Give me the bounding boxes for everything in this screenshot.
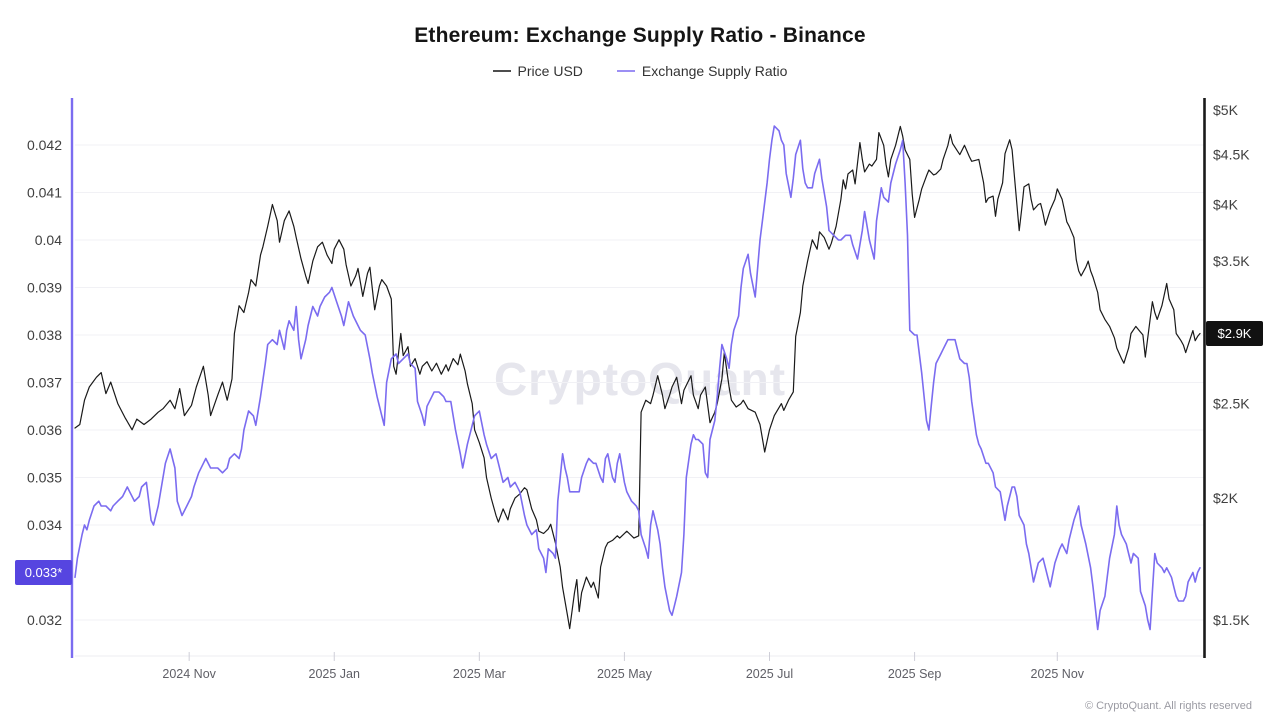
x-tick-label: 2025 May xyxy=(597,667,653,681)
chart-title: Ethereum: Exchange Supply Ratio - Binanc… xyxy=(414,24,866,47)
chart-legend: Price USD Exchange Supply Ratio xyxy=(0,63,1280,79)
right-axis-tick-label: $5K xyxy=(1213,102,1239,118)
legend-item-exchange-supply-ratio[interactable]: Exchange Supply Ratio xyxy=(616,63,788,79)
price-line-swatch-icon xyxy=(492,70,511,72)
left-axis-tick-label: 0.042 xyxy=(27,137,62,153)
right-axis-tick-label: $1.5K xyxy=(1213,612,1250,628)
right-axis-current-value-badge: $2.9K xyxy=(1206,321,1263,346)
legend-label-price-usd: Price USD xyxy=(517,63,583,79)
x-tick-label: 2024 Nov xyxy=(162,667,216,681)
right-axis-tick-label: $3.5K xyxy=(1213,253,1250,269)
cryptoquant-watermark: CryptoQuant xyxy=(493,353,787,405)
right-axis-tick-label: $2.5K xyxy=(1213,396,1250,412)
esr-line-swatch-icon xyxy=(616,70,635,72)
copyright-notice: © CryptoQuant. All rights reserved xyxy=(1084,700,1252,712)
series-line-exchange-supply-ratio[interactable] xyxy=(74,125,1201,631)
legend-label-exchange-supply-ratio: Exchange Supply Ratio xyxy=(641,63,788,79)
x-tick-label: 2025 Nov xyxy=(1031,667,1085,681)
right-axis-tick-label: $4.5K xyxy=(1213,147,1250,163)
left-axis-tick-label: 0.034 xyxy=(27,517,62,533)
x-tick-label: 2025 Jan xyxy=(309,667,360,681)
series-line-price-usd[interactable] xyxy=(74,125,1201,630)
left-axis-tick-label: 0.035 xyxy=(27,470,62,486)
left-axis-tick-label: 0.04 xyxy=(35,232,62,248)
left-axis-tick-label: 0.038 xyxy=(27,327,62,343)
legend-item-price-usd[interactable]: Price USD xyxy=(492,63,583,79)
x-tick-label: 2025 Mar xyxy=(453,667,506,681)
left-axis-tick-label: 0.039 xyxy=(27,280,62,296)
left-axis-tick-label: 0.032 xyxy=(27,612,62,628)
right-axis-tick-label: $2K xyxy=(1213,490,1239,506)
x-tick-label: 2025 Sep xyxy=(888,667,942,681)
x-tick-label: 2025 Jul xyxy=(746,667,793,681)
right-axis-tick-label: $4K xyxy=(1213,197,1239,213)
left-axis-current-value-badge: 0.033* xyxy=(15,560,72,585)
left-axis-tick-label: 0.037 xyxy=(27,375,62,391)
left-axis-tick-label: 0.036 xyxy=(27,422,62,438)
left-axis-tick-label: 0.041 xyxy=(27,185,62,201)
